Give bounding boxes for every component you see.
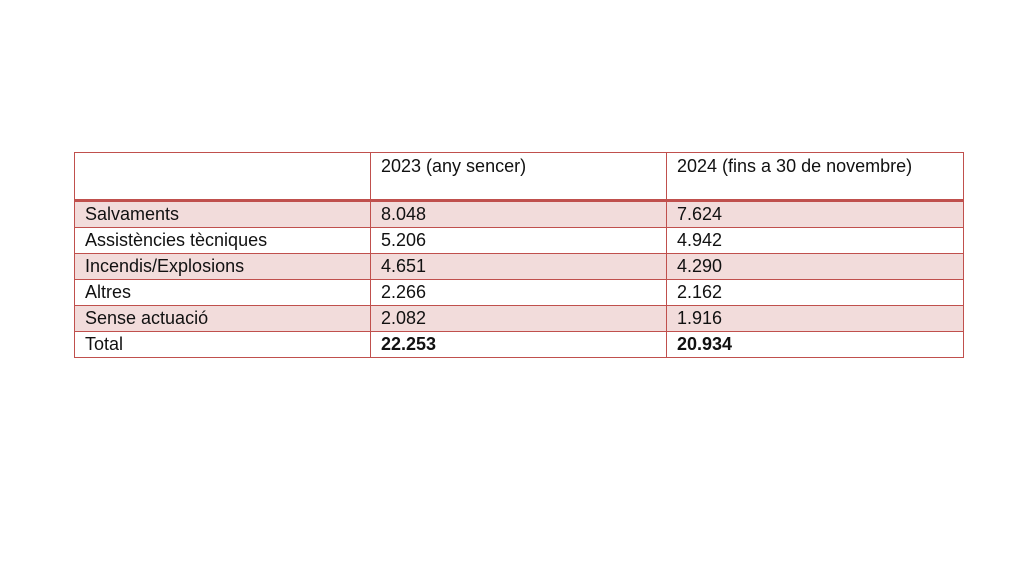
row-label: Altres — [74, 279, 371, 306]
value-cell: 2.266 — [370, 279, 667, 306]
header-cell: 2023 (any sencer) — [370, 152, 667, 201]
value-cell: 1.916 — [666, 305, 964, 332]
table-row: Total 22.253 20.934 — [74, 331, 964, 358]
table-row: Incendis/Explosions 4.651 4.290 — [74, 253, 964, 280]
header-cell: 2024 (fins a 30 de novembre) — [666, 152, 964, 201]
value-cell: 4.942 — [666, 227, 964, 254]
header-cell — [74, 152, 371, 201]
value-cell: 4.651 — [370, 253, 667, 280]
table-body: Salvaments 8.048 7.624 Assistències tècniqu… — [74, 200, 964, 358]
data-table: 2023 (any sencer) 2024 (fins a 30 de nov… — [74, 152, 964, 358]
row-label: Incendis/Explosions — [74, 253, 371, 280]
value-cell: 22.253 — [370, 331, 667, 358]
header-row: 2023 (any sencer) 2024 (fins a 30 de nov… — [74, 152, 964, 201]
value-cell: 20.934 — [666, 331, 964, 358]
row-label: Salvaments — [74, 200, 371, 228]
value-cell: 4.290 — [666, 253, 964, 280]
table-row: Salvaments 8.048 7.624 — [74, 200, 964, 228]
table-header: 2023 (any sencer) 2024 (fins a 30 de nov… — [74, 152, 964, 201]
table-row: Altres 2.266 2.162 — [74, 279, 964, 306]
value-cell: 5.206 — [370, 227, 667, 254]
value-cell: 8.048 — [370, 200, 667, 228]
table-row: Assistències tècniques 5.206 4.942 — [74, 227, 964, 254]
row-label: Total — [74, 331, 371, 358]
table-row: Sense actuació 2.082 1.916 — [74, 305, 964, 332]
value-cell: 2.162 — [666, 279, 964, 306]
value-cell: 2.082 — [370, 305, 667, 332]
row-label: Assistències tècniques — [74, 227, 371, 254]
value-cell: 7.624 — [666, 200, 964, 228]
row-label: Sense actuació — [74, 305, 371, 332]
